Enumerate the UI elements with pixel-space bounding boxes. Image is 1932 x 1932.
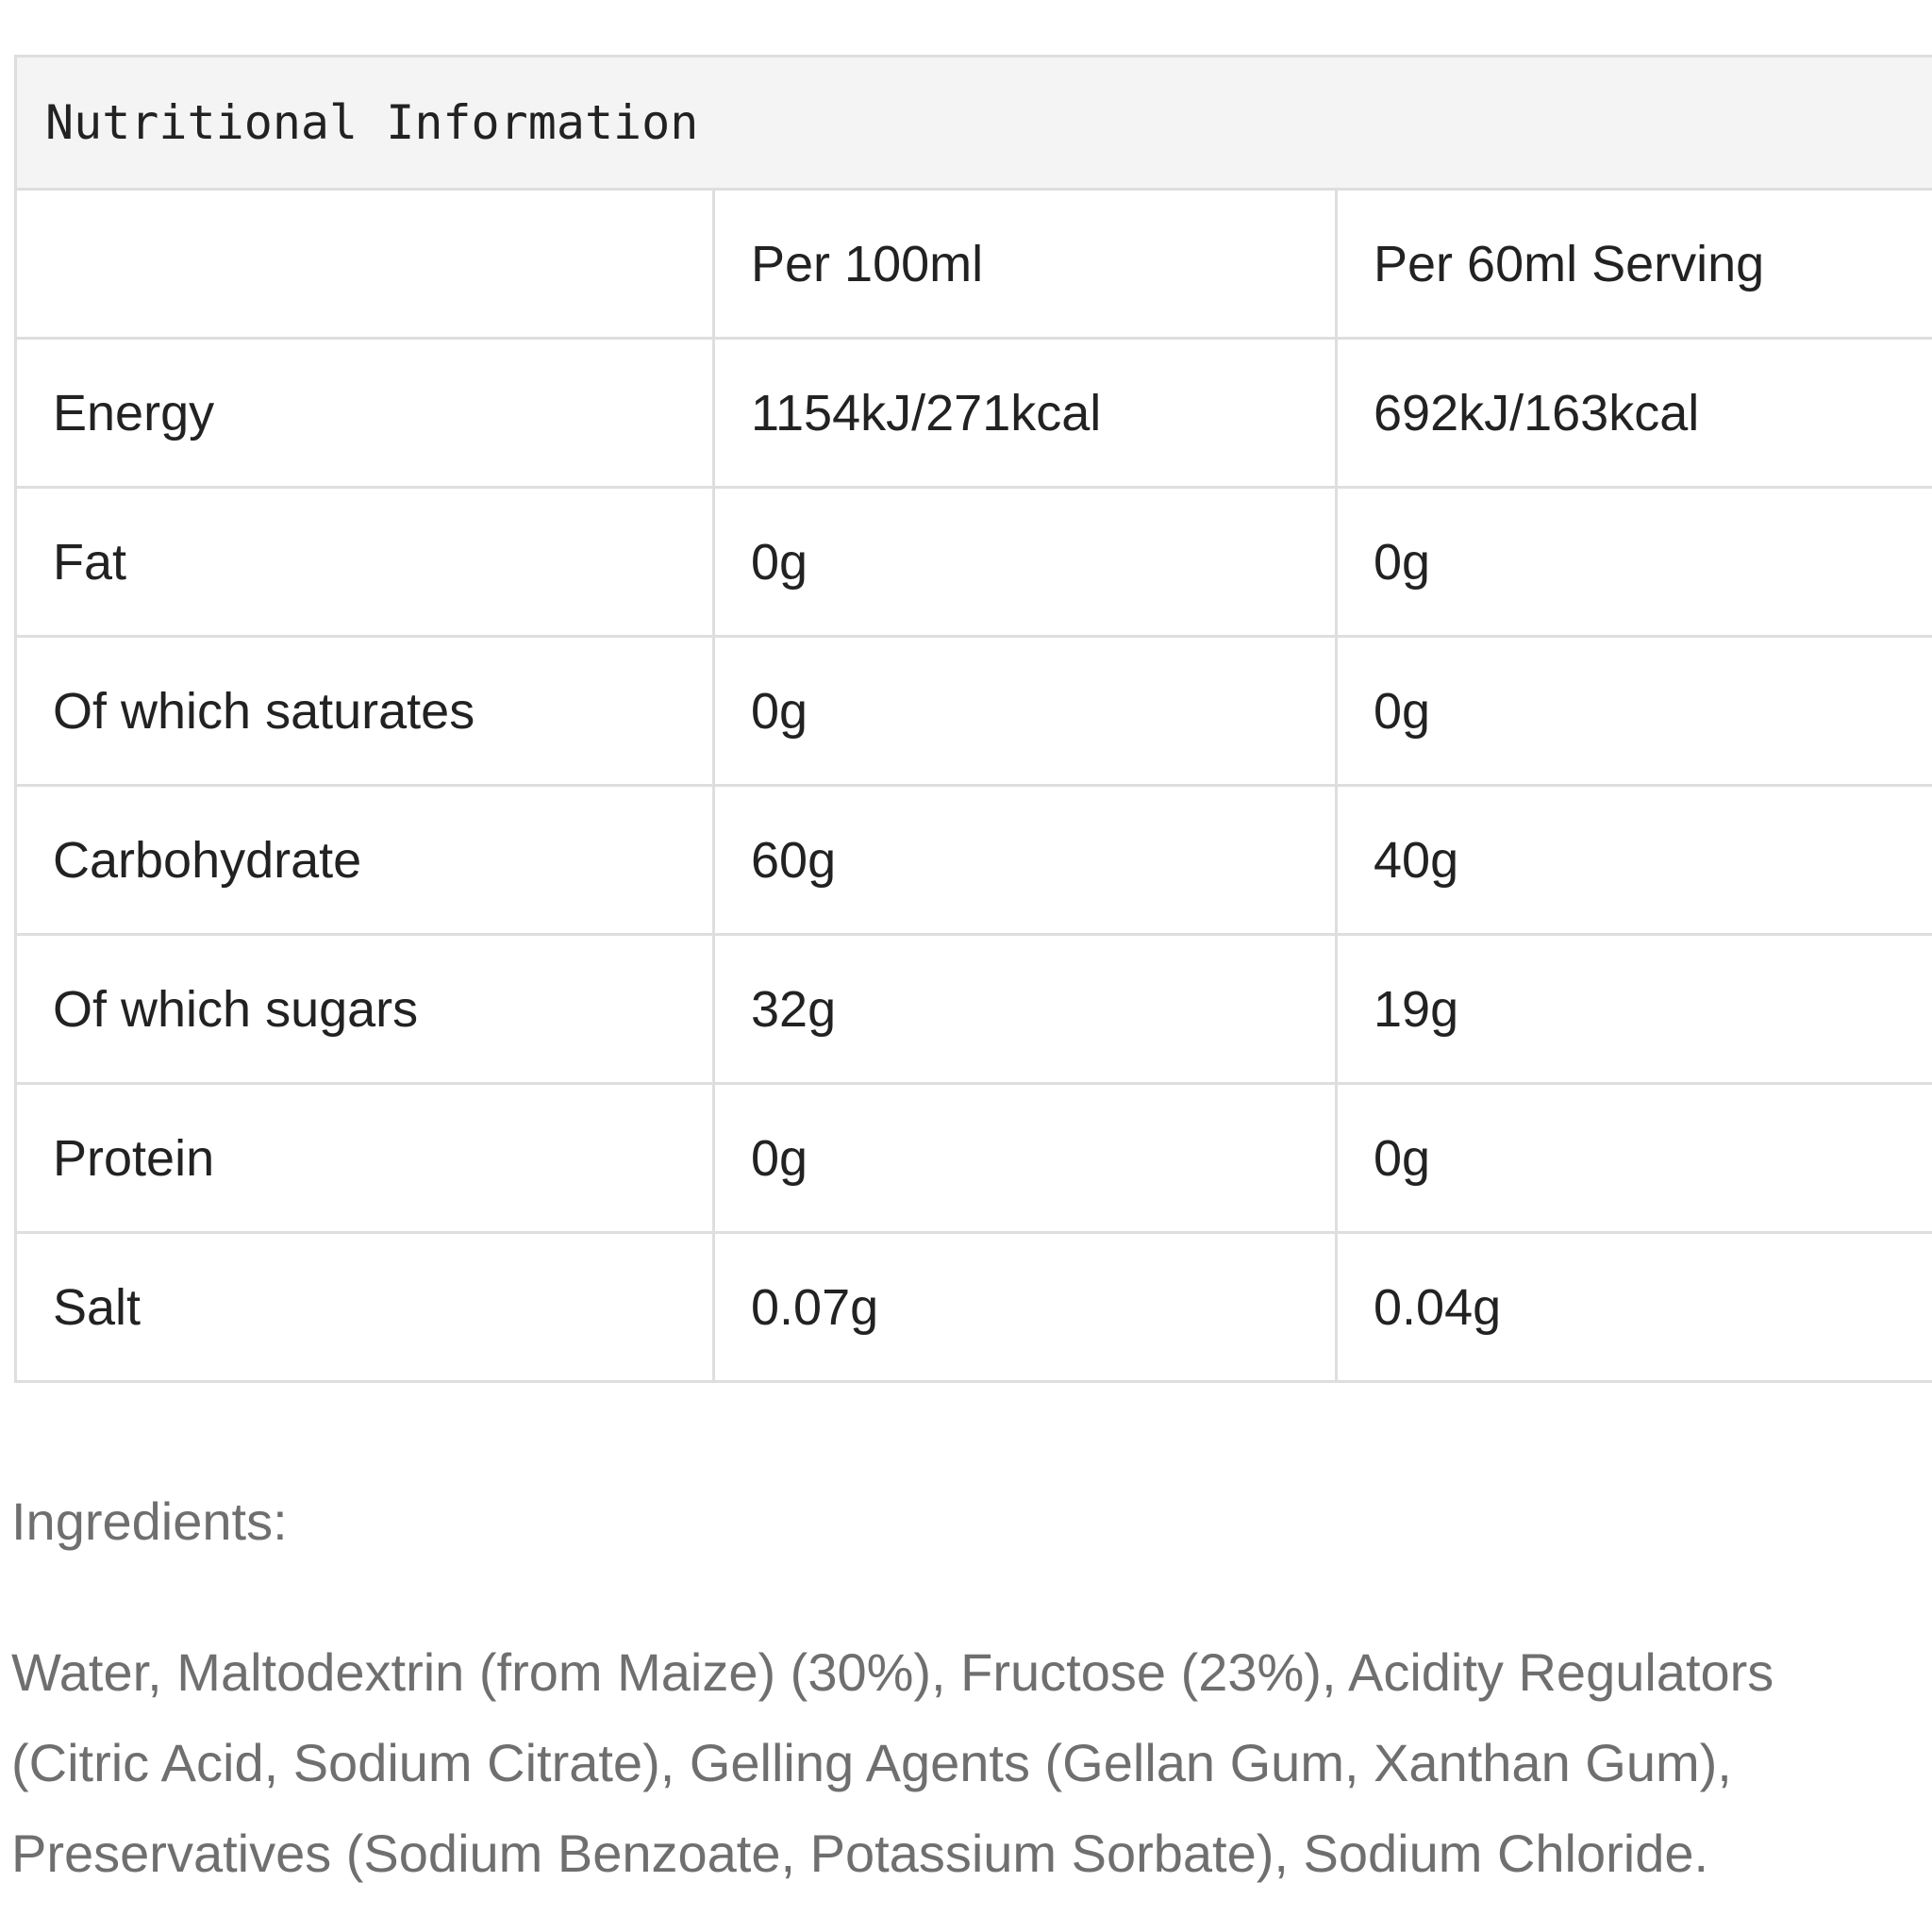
nutrient-value: 1154kJ/271kcal — [712, 337, 1338, 489]
table-row: Fat 0g 0g — [14, 486, 1932, 638]
header-cell: Per 100ml — [712, 188, 1338, 340]
nutrient-value: 0.07g — [712, 1231, 1338, 1383]
nutrient-name: Salt — [14, 1231, 715, 1383]
nutrient-name: Of which sugars — [14, 933, 715, 1085]
table-row: Protein 0g 0g — [14, 1082, 1932, 1234]
table-row: Salt 0.07g 0.04g — [14, 1231, 1932, 1383]
header-row: Per 100ml Per 60ml Serving — [14, 188, 1932, 340]
nutrient-name: Fat — [14, 486, 715, 638]
table-row: Energy 1154kJ/271kcal 692kJ/163kcal — [14, 337, 1932, 489]
nutrient-value: 0g — [1334, 635, 1932, 787]
table-body: Energy 1154kJ/271kcal 692kJ/163kcal Fat 0g 0g… — [14, 337, 1932, 1383]
nutrient-value: 60g — [712, 784, 1338, 936]
ingredients-text: Water, Maltodextrin (from Maize) (30%), … — [11, 1642, 1774, 1883]
nutrient-name: Energy — [14, 337, 715, 489]
table-row: Carbohydrate 60g 40g — [14, 784, 1932, 936]
table-row: Of which sugars 32g 19g — [14, 933, 1932, 1085]
nutrient-name: Carbohydrate — [14, 784, 715, 936]
ingredients-heading: Ingredients: — [11, 1491, 288, 1551]
nutrition-table: Nutritional Information Per 100ml Per 60… — [13, 55, 1932, 1383]
header-cell: Per 60ml Serving — [1334, 188, 1932, 340]
nutrient-name: Protein — [14, 1082, 715, 1234]
header-cell — [14, 188, 715, 340]
nutrient-value: 692kJ/163kcal — [1334, 337, 1932, 489]
nutrient-value: 32g — [712, 933, 1338, 1085]
table-row: Of which saturates 0g 0g — [14, 635, 1932, 787]
nutrient-value: 0g — [1334, 486, 1932, 638]
table-title: Nutritional Information — [13, 55, 1932, 191]
nutrient-value: 0g — [712, 486, 1338, 638]
nutrient-value: 0g — [712, 1082, 1338, 1234]
nutrient-name: Of which saturates — [14, 635, 715, 787]
nutrient-value: 0.04g — [1334, 1231, 1932, 1383]
nutrient-value: 19g — [1334, 933, 1932, 1085]
nutrient-value: 0g — [712, 635, 1338, 787]
nutrient-value: 0g — [1334, 1082, 1932, 1234]
nutrient-value: 40g — [1334, 784, 1932, 936]
title-row: Nutritional Information — [13, 55, 1932, 191]
